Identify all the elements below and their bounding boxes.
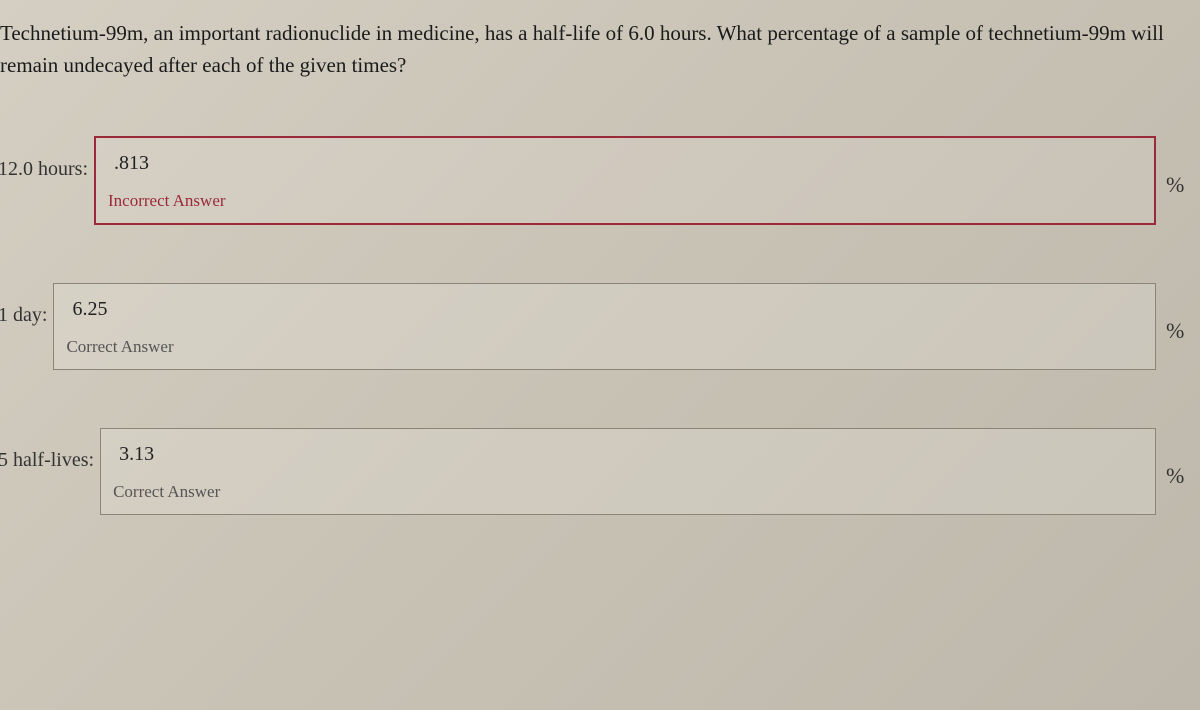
answer-value: 6.25	[54, 284, 1155, 331]
answer-row-1-day: 1 day: 6.25 Correct Answer %	[0, 283, 1200, 370]
answer-value: .813	[96, 138, 1154, 185]
answer-label: 5 half-lives:	[0, 449, 100, 472]
answer-label: 1 day:	[0, 304, 53, 327]
answer-input-box[interactable]: 3.13 Correct Answer	[100, 428, 1156, 515]
answer-value: 3.13	[101, 429, 1155, 476]
unit-percent: %	[1166, 463, 1200, 489]
question-text: Technetium-99m, an important radionuclid…	[0, 0, 1200, 81]
answer-input-box[interactable]: .813 Incorrect Answer	[94, 136, 1156, 225]
answer-feedback-correct: Correct Answer	[54, 331, 1155, 369]
answers-area: 12.0 hours: .813 Incorrect Answer % 1 da…	[0, 136, 1200, 515]
answer-input-box[interactable]: 6.25 Correct Answer	[53, 283, 1156, 370]
answer-row-5-half-lives: 5 half-lives: 3.13 Correct Answer %	[0, 428, 1200, 515]
unit-percent: %	[1166, 172, 1200, 198]
unit-percent: %	[1166, 318, 1200, 344]
answer-feedback-correct: Correct Answer	[101, 476, 1155, 514]
answer-feedback-incorrect: Incorrect Answer	[96, 185, 1154, 223]
answer-row-12-hours: 12.0 hours: .813 Incorrect Answer %	[0, 136, 1200, 225]
answer-label: 12.0 hours:	[0, 158, 94, 181]
